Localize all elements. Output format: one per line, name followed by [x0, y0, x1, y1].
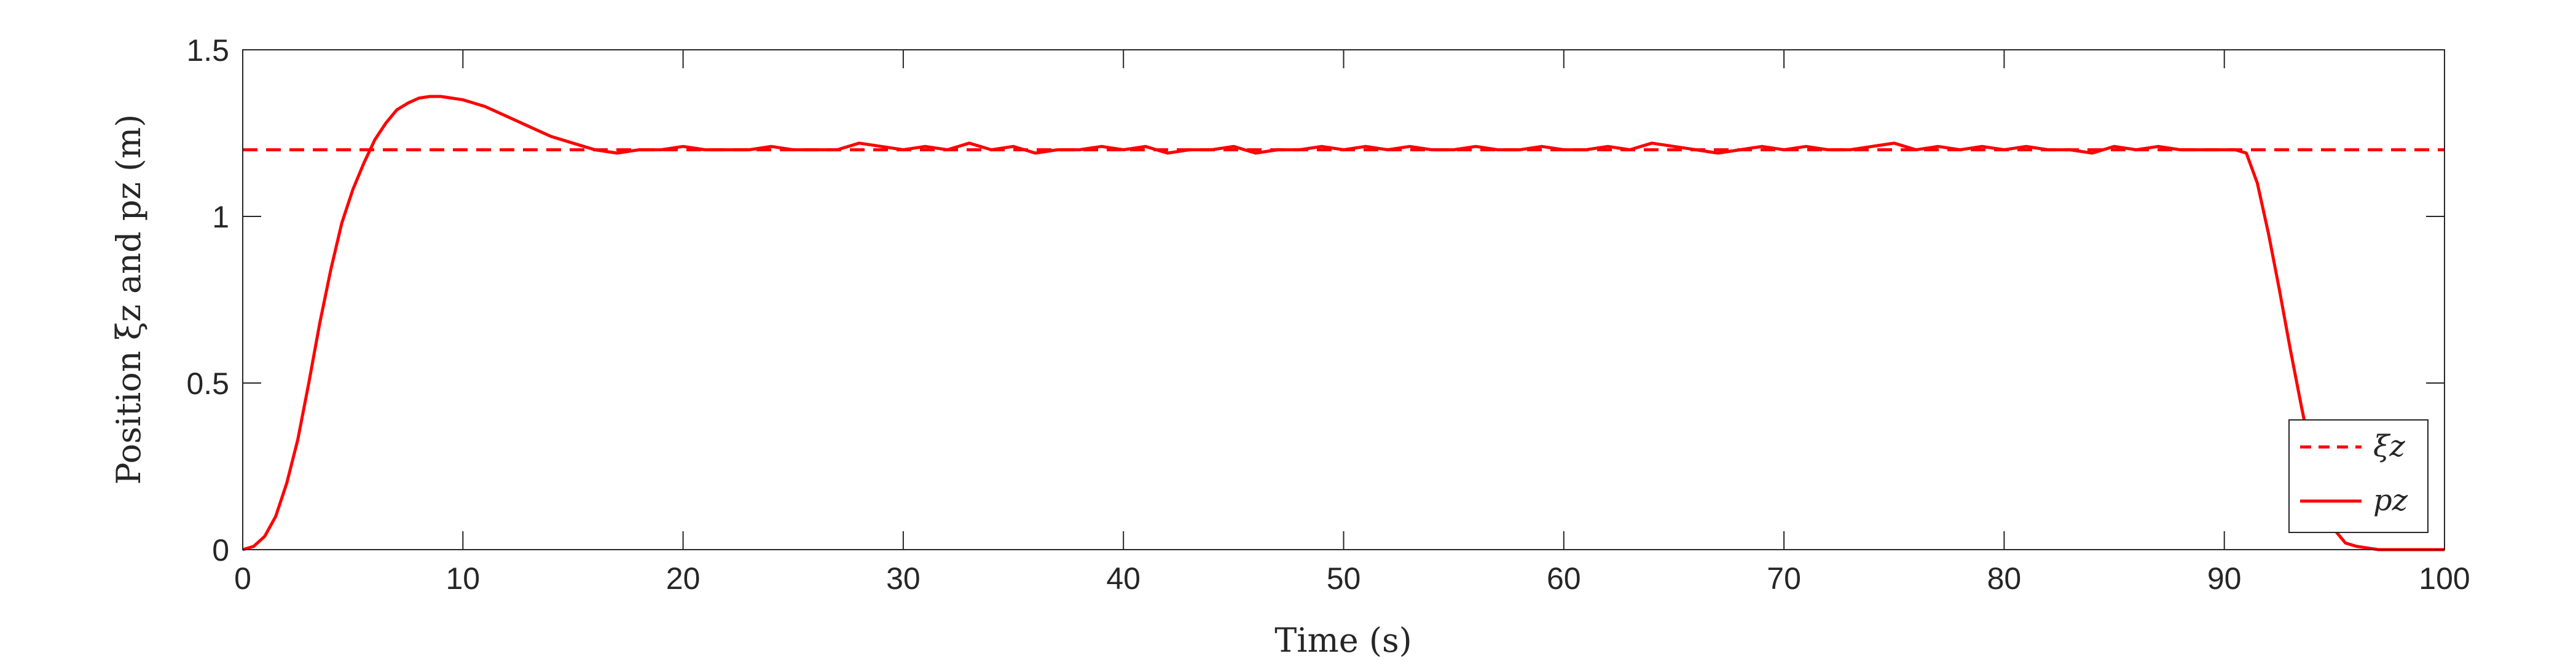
x-tick-label: 70	[1767, 561, 1801, 596]
x-tick-label: 0	[234, 561, 251, 596]
x-tick-label: 60	[1547, 561, 1581, 596]
x-tick-label: 50	[1327, 561, 1361, 596]
legend: ξz pz	[2288, 419, 2429, 533]
legend-box	[2288, 419, 2429, 533]
y-tick-labels: 0 0.5 1 1.5	[186, 33, 229, 567]
x-tick-label: 100	[2419, 561, 2470, 596]
x-tick-label: 40	[1106, 561, 1141, 596]
axis-ticks	[242, 49, 2445, 550]
x-tick-label: 80	[1987, 561, 2022, 596]
x-axis-title: Time (s)	[1274, 621, 1412, 660]
y-axis-title: Position ξz and pz (m)	[109, 114, 148, 485]
legend-label-p-z: pz	[2373, 483, 2408, 518]
y-tick-label: 1.5	[186, 33, 229, 68]
x-tick-label: 30	[886, 561, 921, 596]
series-lines	[242, 95, 2444, 551]
x-tick-label: 20	[666, 561, 701, 596]
x-tick-labels: 0 10 20 30 40 50 60 70 80 90 100	[234, 561, 2470, 596]
x-tick-label: 10	[446, 561, 480, 596]
x-tick-label: 90	[2207, 561, 2242, 596]
y-tick-label: 1	[212, 200, 229, 234]
y-tick-label: 0	[212, 533, 229, 567]
y-tick-label: 0.5	[186, 366, 229, 401]
series-line-p-z	[242, 95, 2444, 551]
plot-area	[243, 50, 2444, 550]
legend-label-xi-z: ξz	[2373, 429, 2405, 464]
